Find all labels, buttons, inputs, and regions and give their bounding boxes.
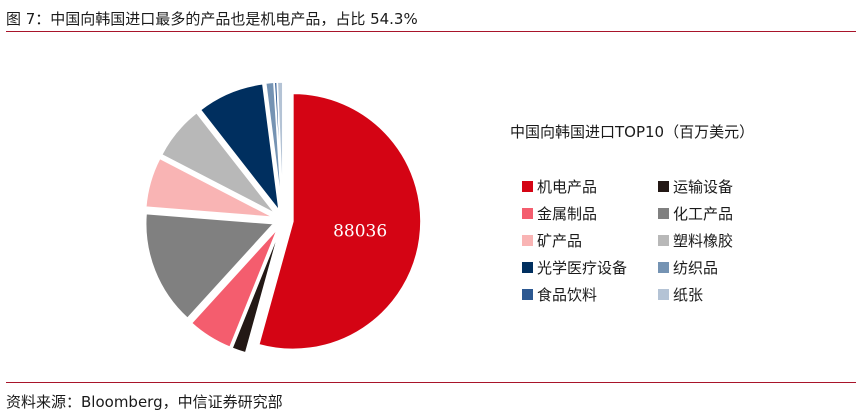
legend-swatch bbox=[658, 180, 669, 192]
chart-title: 中国向韩国进口TOP10（百万美元） bbox=[510, 123, 755, 141]
legend-label: 矿产品 bbox=[537, 231, 583, 250]
legend-swatch bbox=[658, 261, 669, 273]
legend-label: 运输设备 bbox=[673, 177, 734, 196]
legend-item: 塑料橡胶 bbox=[658, 230, 733, 250]
bottom-divider bbox=[6, 382, 856, 383]
legend-item: 纸张 bbox=[658, 284, 703, 304]
legend-item: 食品饮料 bbox=[522, 284, 597, 304]
pie-slice-1 bbox=[257, 92, 422, 351]
pie-slice-6 bbox=[160, 111, 276, 215]
legend-item: 矿产品 bbox=[522, 230, 582, 250]
pie-slice-5 bbox=[144, 157, 274, 218]
legend-item: 机电产品 bbox=[522, 176, 597, 196]
legend-label: 食品饮料 bbox=[537, 285, 598, 304]
pie-slice-10 bbox=[276, 81, 284, 211]
pie-slice-2 bbox=[231, 229, 281, 354]
legend-label: 光学医疗设备 bbox=[537, 258, 628, 277]
figure-title: 图 7：中国向韩国进口最多的产品也是机电产品，占比 54.3% bbox=[6, 10, 418, 28]
pie-slice-4 bbox=[144, 212, 276, 320]
legend-label: 机电产品 bbox=[537, 177, 598, 196]
legend-item: 纺织品 bbox=[658, 257, 718, 277]
legend-swatch bbox=[658, 234, 669, 246]
legend-item: 运输设备 bbox=[658, 176, 733, 196]
legend-label: 塑料橡胶 bbox=[673, 231, 734, 250]
legend-label: 化工产品 bbox=[673, 204, 734, 223]
legend-swatch bbox=[522, 180, 533, 192]
pie-slice-3 bbox=[190, 227, 279, 349]
source-note: 资料来源：Bloomberg，中信证券研究部 bbox=[6, 393, 283, 411]
legend-swatch bbox=[522, 207, 533, 219]
legend-swatch bbox=[522, 261, 533, 273]
pie-chart: 88036 bbox=[144, 81, 422, 354]
legend-label: 纸张 bbox=[673, 285, 704, 304]
pie-slice-7 bbox=[199, 82, 281, 214]
legend-swatch bbox=[522, 288, 533, 300]
legend-label: 金属制品 bbox=[537, 204, 598, 223]
legend-item: 金属制品 bbox=[522, 203, 597, 223]
legend-item: 光学医疗设备 bbox=[522, 257, 627, 277]
legend-swatch bbox=[522, 234, 533, 246]
legend-swatch bbox=[658, 207, 669, 219]
legend-label: 纺织品 bbox=[673, 258, 719, 277]
top-divider bbox=[6, 31, 856, 32]
legend-swatch bbox=[658, 288, 669, 300]
legend-item: 化工产品 bbox=[658, 203, 733, 223]
pie-data-label: 88036 bbox=[333, 221, 387, 241]
